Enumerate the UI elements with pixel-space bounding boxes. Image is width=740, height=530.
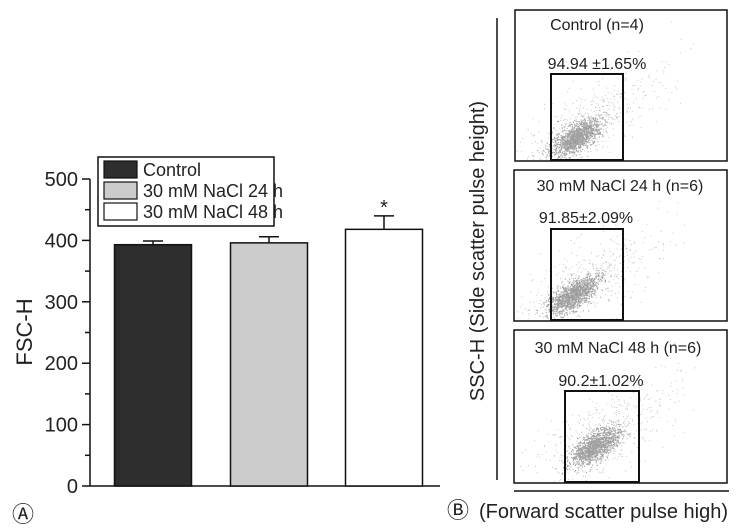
y-tick-label: 500 [45, 169, 78, 191]
y-tick-label: 400 [45, 230, 78, 252]
y-tick-label: 200 [45, 353, 78, 375]
bars: * [113, 197, 424, 487]
flow-plot-1: Control (n=4) 94.94 ±1.65% [514, 9, 728, 162]
gate-box [550, 73, 624, 161]
y-axis-title: SSC-H (Side scatter pulse height) [467, 101, 489, 401]
legend-label: Control [143, 160, 201, 180]
legend-swatch [103, 181, 138, 200]
panel-a-label: Ⓐ [12, 502, 34, 527]
legend-label: 30 mM NaCl 48 h [143, 202, 283, 222]
gate-box [564, 390, 640, 483]
event-cloud [516, 21, 694, 160]
legend-swatch [103, 202, 138, 221]
legend-swatch [103, 160, 138, 179]
x-axis-title: (Forward scatter pulse high) [479, 501, 728, 523]
flow-cytometry-panels: SSC-H (Side scatter pulse height) Contro… [447, 9, 729, 523]
gate-box [550, 228, 624, 321]
y-tick-label: 0 [67, 476, 78, 498]
event-cloud [517, 174, 685, 320]
y-axis-title: FSC-H [12, 298, 37, 365]
y-tick-label: 100 [45, 415, 78, 437]
gate-percentage: 94.94 ±1.65% [548, 56, 647, 73]
bar-1 [113, 243, 193, 487]
legend-label: 30 mM NaCl 24 h [143, 181, 283, 201]
plot-title: Control (n=4) [550, 17, 644, 34]
plot-title: 30 mM NaCl 48 h (n=6) [535, 340, 702, 357]
bar-2 [229, 242, 309, 487]
plot-frame [513, 169, 728, 322]
gate-percentage: 91.85±2.09% [539, 210, 633, 227]
y-tick-label: 300 [45, 292, 78, 314]
event-cloud [520, 343, 696, 482]
bar-3 [344, 228, 424, 487]
flow-plot-2: 30 mM NaCl 24 h (n=6) 91.85±2.09% [513, 169, 728, 322]
gate-percentage: 90.2±1.02% [558, 373, 643, 390]
significance-mark: * [380, 197, 388, 219]
plot-title: 30 mM NaCl 24 h (n=6) [537, 178, 704, 195]
panel-b-label: Ⓑ [447, 498, 469, 523]
flow-plot-3: 30 mM NaCl 48 h (n=6) 90.2±1.02% [513, 329, 728, 484]
plot-frame [513, 329, 728, 484]
scatter-plots: Control (n=4) 94.94 ±1.65% 30 mM NaCl 24 h… [513, 9, 728, 484]
